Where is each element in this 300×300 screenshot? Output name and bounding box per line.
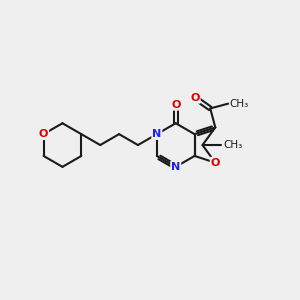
Text: O: O <box>190 93 200 103</box>
Text: CH₃: CH₃ <box>223 140 242 150</box>
Text: N: N <box>152 129 161 139</box>
Text: O: O <box>211 158 220 168</box>
Text: O: O <box>39 129 48 139</box>
Text: N: N <box>171 162 180 172</box>
Text: O: O <box>171 100 180 110</box>
Text: CH₃: CH₃ <box>229 99 248 109</box>
